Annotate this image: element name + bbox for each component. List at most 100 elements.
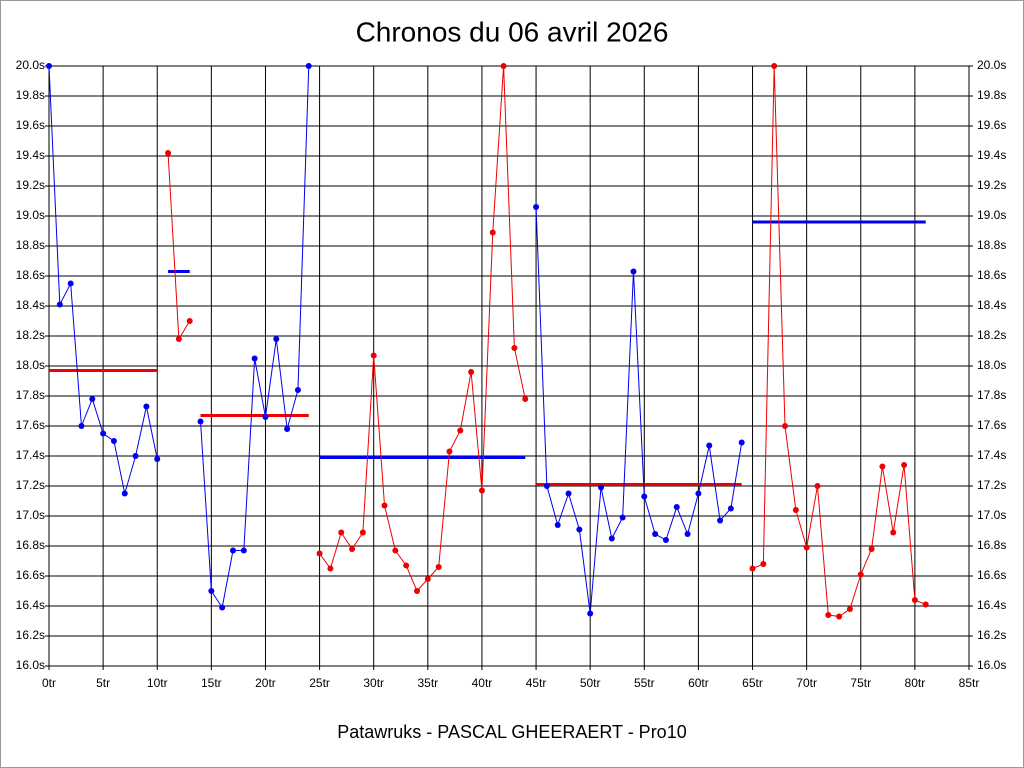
y-tick-label: 19.8s	[16, 88, 45, 102]
y-tick-label: 18.0s	[16, 358, 45, 372]
x-tick-label: 80tr	[905, 676, 926, 690]
y-tick-label: 20.0s	[16, 58, 45, 72]
x-tick-label: 5tr	[96, 676, 110, 690]
series-point	[608, 535, 615, 542]
series-point	[771, 63, 778, 69]
series-point	[89, 396, 96, 402]
x-tick-label: 50tr	[580, 676, 601, 690]
series-point	[338, 529, 345, 536]
y-tick-label: 18.2s	[16, 328, 45, 342]
y2-tick-label: 18.4s	[977, 298, 1006, 312]
y-tick-label: 17.8s	[16, 388, 45, 402]
plot-frame	[48, 65, 970, 667]
series-point	[554, 522, 561, 528]
series-point	[738, 439, 745, 446]
series-point	[110, 438, 117, 444]
series-point	[67, 280, 74, 287]
series-point	[846, 606, 853, 612]
series-point	[305, 63, 312, 69]
series-point	[370, 352, 377, 359]
x-tick-label: 0tr	[42, 676, 56, 690]
y-tick-label: 19.2s	[16, 178, 45, 192]
y2-tick-label: 17.0s	[977, 508, 1006, 522]
series-point	[56, 301, 63, 308]
y2-tick-label: 19.4s	[977, 148, 1006, 162]
series-point	[349, 546, 356, 552]
y2-tick-label: 17.2s	[977, 478, 1006, 492]
series-point	[316, 550, 323, 557]
series-point	[392, 547, 399, 554]
y2-tick-label: 20.0s	[977, 58, 1006, 72]
series-point	[565, 490, 572, 497]
y2-tick-label: 18.2s	[977, 328, 1006, 342]
series-point	[922, 601, 929, 608]
y2-tick-label: 19.0s	[977, 208, 1006, 222]
series-point	[511, 345, 518, 351]
series-point	[262, 414, 269, 420]
series-point	[446, 448, 453, 455]
y2-tick-label: 17.4s	[977, 448, 1006, 462]
series-point	[598, 484, 604, 491]
y-tick-label: 18.4s	[16, 298, 45, 312]
series-point	[760, 561, 767, 567]
series-point	[717, 517, 724, 524]
series-point	[879, 463, 886, 470]
series-point	[294, 387, 301, 393]
x-tick-label: 10tr	[147, 676, 168, 690]
y2-tick-label: 18.8s	[977, 238, 1006, 252]
series-point	[619, 514, 626, 521]
series-point	[251, 355, 258, 362]
y-tick-label: 16.2s	[16, 628, 45, 642]
x-tick-label: 55tr	[634, 676, 655, 690]
y-tick-label: 17.6s	[16, 418, 45, 432]
series-point	[403, 562, 410, 569]
series-point	[284, 426, 291, 432]
x-tick-label: 25tr	[309, 676, 330, 690]
y-tick-label: 16.0s	[16, 658, 45, 672]
series-point	[132, 453, 139, 459]
x-tick-label: 65tr	[742, 676, 763, 690]
y2-tick-label: 19.2s	[977, 178, 1006, 192]
series-point	[489, 229, 496, 236]
series-point	[327, 565, 334, 572]
series-point	[706, 442, 713, 449]
series-line	[535, 206, 743, 614]
series-point	[749, 565, 756, 572]
series-point	[533, 204, 540, 210]
x-tick-label: 85tr	[959, 676, 980, 690]
series-point	[727, 505, 734, 512]
y2-tick-label: 16.4s	[977, 598, 1006, 612]
series-point	[478, 487, 485, 494]
series-line	[319, 65, 526, 592]
series-point	[782, 423, 788, 429]
series-point	[587, 610, 594, 617]
series-point	[381, 502, 388, 509]
series-point	[240, 547, 247, 554]
series-point	[901, 462, 908, 468]
series-point	[100, 430, 107, 437]
series-point	[414, 588, 420, 594]
series-point	[543, 483, 550, 489]
x-tick-label: 60tr	[688, 676, 709, 690]
y-tick-label: 17.2s	[16, 478, 45, 492]
series-point	[121, 490, 128, 497]
series-point	[457, 427, 464, 434]
y-tick-label: 16.6s	[16, 568, 45, 582]
series-point	[186, 318, 193, 324]
series-point	[468, 369, 475, 375]
chart-title: Chronos du 06 avril 2026	[356, 16, 669, 47]
series-point	[424, 576, 431, 582]
chart-caption: Patawruks - PASCAL GHEERAERT - Pro10	[337, 722, 686, 742]
x-tick-label: 20tr	[255, 676, 276, 690]
y2-tick-label: 17.8s	[977, 388, 1006, 402]
y2-tick-label: 17.6s	[977, 418, 1006, 432]
x-tick-label: 70tr	[796, 676, 817, 690]
y2-tick-label: 19.6s	[977, 118, 1006, 132]
y2-tick-label: 16.8s	[977, 538, 1006, 552]
y-tick-label: 16.4s	[16, 598, 45, 612]
y2-tick-label: 16.6s	[977, 568, 1006, 582]
y-tick-label: 18.8s	[16, 238, 45, 252]
y2-tick-label: 16.0s	[977, 658, 1006, 672]
y2-tick-label: 19.8s	[977, 88, 1006, 102]
